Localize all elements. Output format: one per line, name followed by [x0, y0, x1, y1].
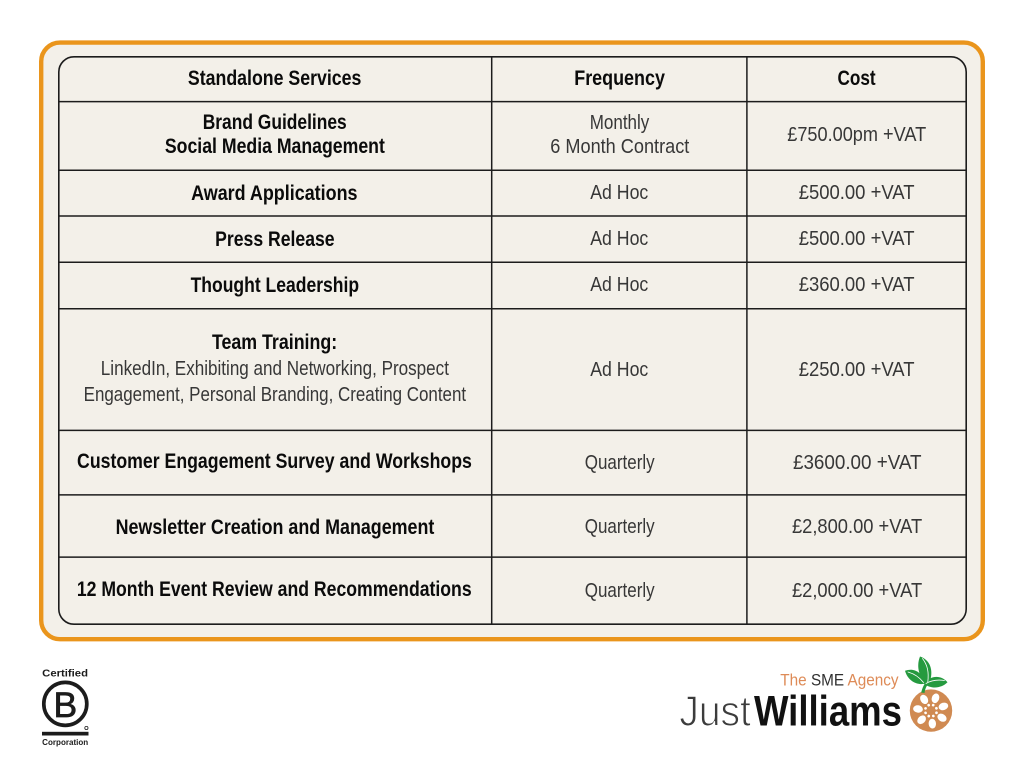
svg-text:B: B	[53, 685, 77, 725]
svg-text:Certified: Certified	[42, 669, 88, 680]
svg-text:Williams: Williams	[754, 688, 902, 736]
svg-text:The SME Agency: The SME Agency	[780, 670, 899, 689]
svg-text:Just: Just	[679, 688, 751, 736]
svg-text:Corporation: Corporation	[42, 738, 88, 747]
